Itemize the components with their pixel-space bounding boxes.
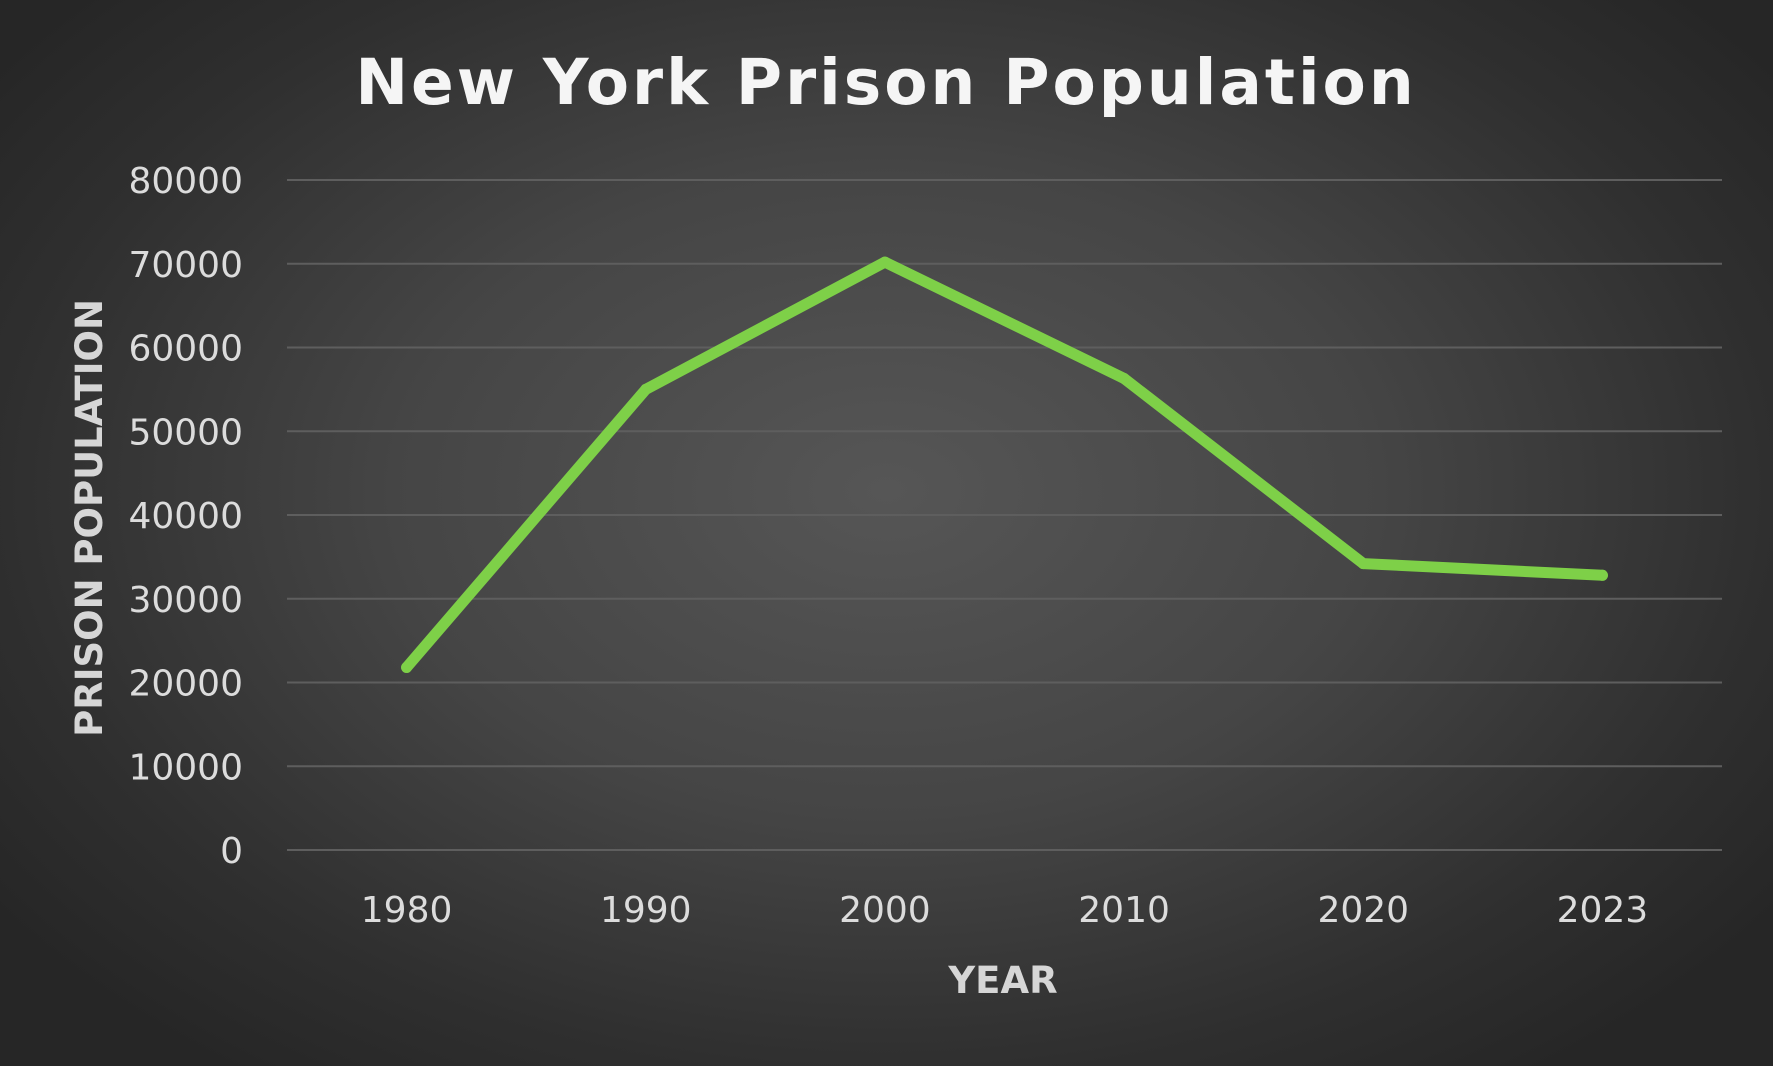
y-tick-label: 0	[220, 831, 243, 872]
series-layer	[401, 256, 1608, 673]
x-tick-label: 2010	[1078, 890, 1170, 931]
x-tick-label: 2020	[1317, 890, 1409, 931]
y-tick-label: 50000	[128, 412, 243, 453]
data-point	[1118, 372, 1130, 384]
x-axis-title: YEAR	[947, 959, 1057, 1002]
x-axis-ticks: 1980 1990 2000 2010 2020 2023	[361, 890, 1648, 931]
data-point	[401, 661, 413, 673]
x-tick-label: 2023	[1557, 890, 1649, 931]
y-tick-label: 20000	[128, 664, 243, 705]
y-tick-label: 60000	[128, 329, 243, 370]
series-line	[401, 256, 1608, 673]
y-axis-title: PRISON POPULATION	[68, 299, 111, 737]
data-point	[640, 383, 652, 395]
y-tick-label: 10000	[128, 747, 243, 788]
x-tick-label: 2000	[839, 890, 931, 931]
chart-title: New York Prison Population	[355, 46, 1416, 119]
data-point	[1596, 569, 1608, 581]
data-point	[879, 256, 891, 268]
y-tick-label: 40000	[128, 496, 243, 537]
y-axis-ticks: 0 10000 20000 30000 40000 50000 60000 70000 8000…	[128, 161, 243, 872]
x-tick-label: 1980	[361, 890, 453, 931]
y-tick-label: 30000	[128, 580, 243, 621]
x-tick-label: 1990	[600, 890, 692, 931]
y-tick-label: 80000	[128, 161, 243, 202]
data-point	[1357, 558, 1369, 570]
gridlines	[287, 179, 1722, 851]
y-tick-label: 70000	[128, 245, 243, 286]
